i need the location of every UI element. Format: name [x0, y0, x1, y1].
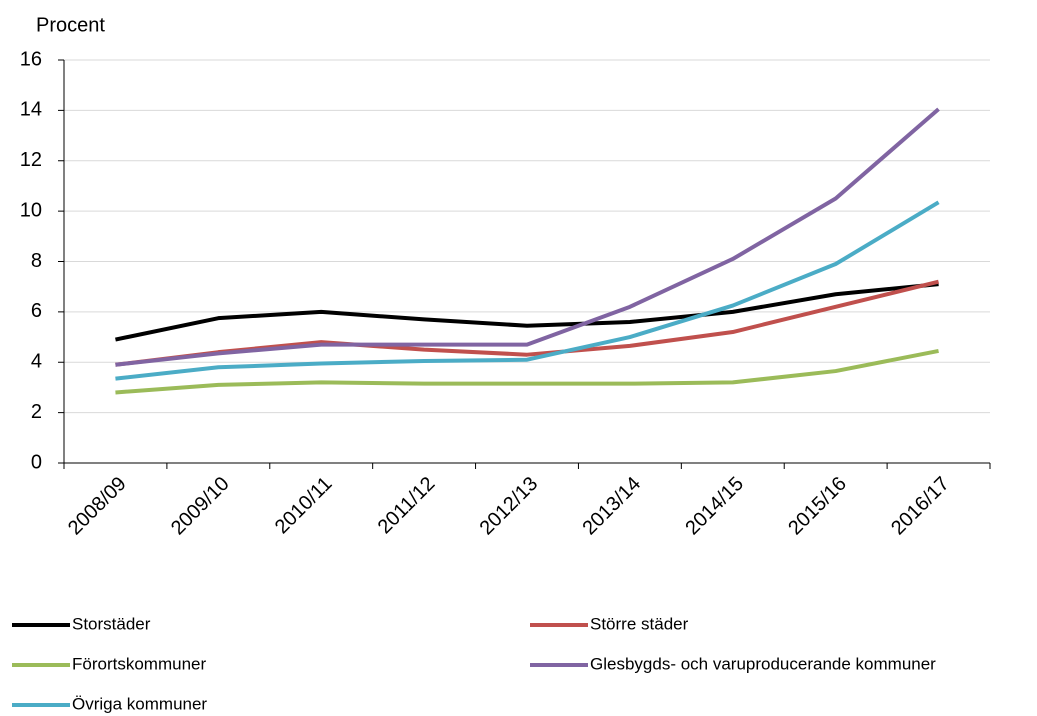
y-tick-label: 4	[31, 351, 42, 373]
y-axis-label: Procent	[36, 14, 105, 36]
line	[115, 200, 940, 381]
x-tick-label: 2015/16	[784, 473, 851, 540]
y-tick-label: 0	[31, 451, 42, 473]
x-tick-label: 2016/17	[887, 473, 954, 540]
legend-label: Större städer	[590, 614, 689, 633]
x-tick-label: 2011/12	[374, 473, 440, 539]
y-tick-label: 14	[20, 99, 42, 121]
x-tick-label: 2010/11	[271, 473, 337, 539]
legend-label: Glesbygds- och varuproducerande kommuner	[590, 654, 936, 673]
x-tick-label: 2013/14	[578, 473, 645, 540]
y-tick-label: 8	[31, 250, 42, 272]
y-tick-label: 2	[31, 401, 42, 423]
y-tick-label: 6	[31, 300, 42, 322]
y-tick-label: 12	[20, 149, 42, 171]
y-tick-label: 10	[20, 199, 42, 221]
legend-label: Förortskommuner	[72, 654, 206, 673]
line	[115, 348, 939, 395]
x-tick-label: 2009/10	[167, 473, 234, 540]
x-tick-label: 2012/13	[476, 473, 543, 540]
line	[115, 282, 939, 342]
x-tick-label: 2014/15	[681, 473, 748, 540]
legend-label: Övriga kommuner	[72, 694, 207, 713]
x-tick-label: 2008/09	[64, 473, 131, 540]
line	[115, 107, 940, 367]
y-tick-label: 16	[20, 48, 42, 70]
legend-label: Storstäder	[72, 614, 151, 633]
